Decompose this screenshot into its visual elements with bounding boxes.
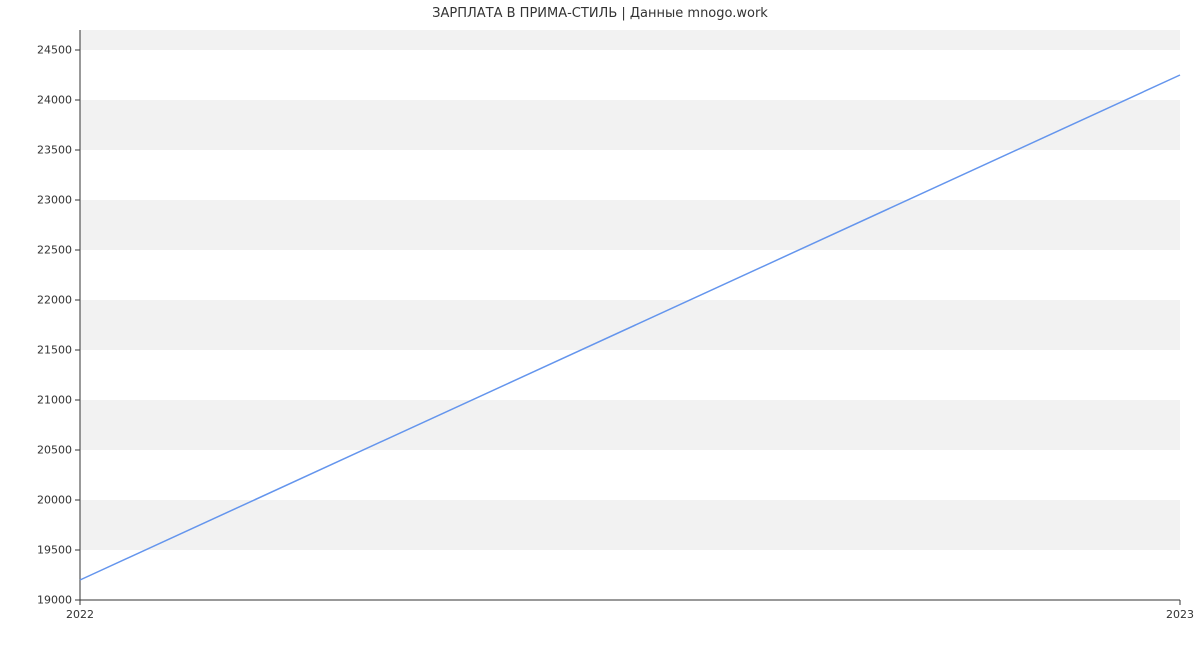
y-tick-label: 22500 xyxy=(12,244,72,257)
x-tick-label: 2023 xyxy=(1166,608,1194,621)
y-tick-label: 19500 xyxy=(12,544,72,557)
y-tick-label: 21500 xyxy=(12,344,72,357)
y-tick-label: 24500 xyxy=(12,44,72,57)
chart-plot xyxy=(80,30,1180,600)
y-tick-label: 20500 xyxy=(12,444,72,457)
y-tick-label: 24000 xyxy=(12,94,72,107)
chart-title: ЗАРПЛАТА В ПРИМА-СТИЛЬ | Данные mnogo.wo… xyxy=(0,6,1200,21)
y-tick-label: 21000 xyxy=(12,394,72,407)
y-tick-label: 23500 xyxy=(12,144,72,157)
y-tick-label: 22000 xyxy=(12,294,72,307)
y-tick-label: 19000 xyxy=(12,594,72,607)
y-tick-label: 20000 xyxy=(12,494,72,507)
x-tick-label: 2022 xyxy=(66,608,94,621)
y-tick-label: 23000 xyxy=(12,194,72,207)
chart-container: ЗАРПЛАТА В ПРИМА-СТИЛЬ | Данные mnogo.wo… xyxy=(0,0,1200,650)
